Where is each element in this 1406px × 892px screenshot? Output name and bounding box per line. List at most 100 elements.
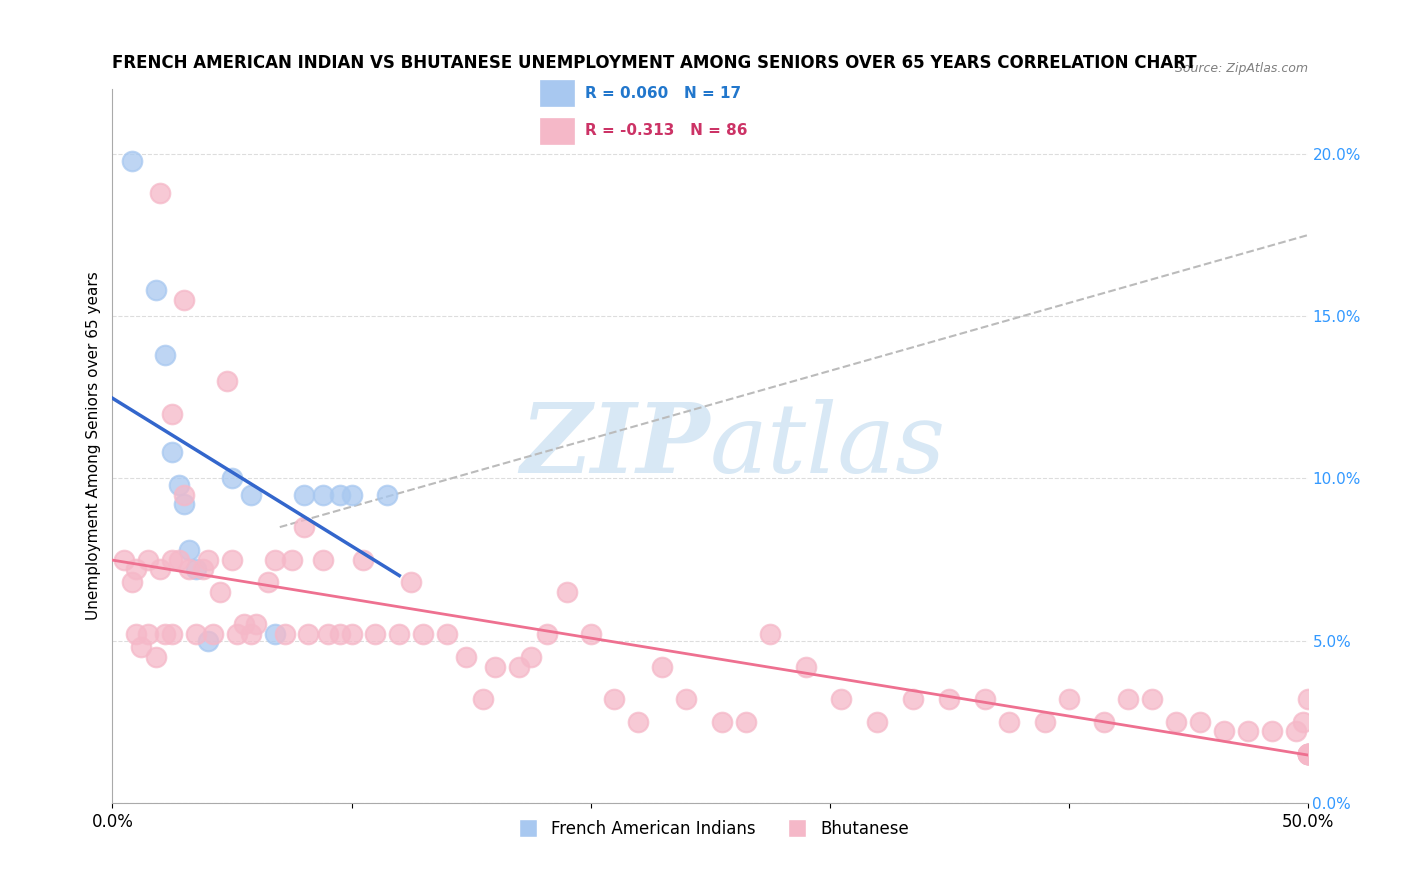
Point: [412, 627, 434, 641]
Point: [312, 552, 335, 566]
Point: [162, 552, 183, 566]
Point: [121, 153, 143, 168]
Point: [364, 627, 387, 641]
Point: [520, 649, 543, 664]
Point: [1285, 724, 1308, 739]
Point: [1296, 747, 1319, 761]
Point: [257, 575, 280, 590]
Point: [149, 186, 172, 200]
Point: [169, 552, 191, 566]
Point: [1296, 747, 1319, 761]
Point: [579, 627, 602, 641]
Point: [221, 471, 243, 485]
Point: [153, 627, 176, 641]
Point: [292, 488, 315, 502]
Point: [121, 575, 143, 590]
FancyBboxPatch shape: [540, 80, 574, 106]
Point: [177, 562, 200, 576]
Point: [129, 640, 152, 654]
Point: [125, 627, 148, 641]
Point: [138, 552, 160, 566]
Point: [114, 552, 135, 566]
Point: [169, 478, 191, 492]
Text: ZIP: ZIP: [520, 399, 710, 493]
Point: [456, 649, 478, 664]
Point: [340, 488, 363, 502]
Point: [1142, 692, 1164, 706]
Point: [1094, 714, 1116, 729]
Text: R = 0.060   N = 17: R = 0.060 N = 17: [585, 86, 741, 101]
Point: [233, 617, 256, 632]
Point: [1118, 692, 1140, 706]
Point: [245, 617, 267, 632]
FancyBboxPatch shape: [540, 118, 574, 144]
Point: [866, 714, 889, 729]
Text: Source: ZipAtlas.com: Source: ZipAtlas.com: [1174, 62, 1308, 75]
Point: [401, 575, 423, 590]
Point: [1213, 724, 1236, 739]
Legend: French American Indians, Bhutanese: French American Indians, Bhutanese: [505, 814, 915, 845]
Point: [281, 552, 304, 566]
Point: [1237, 724, 1260, 739]
Point: [651, 659, 673, 673]
Point: [1296, 747, 1319, 761]
Point: [1189, 714, 1212, 729]
Point: [938, 692, 960, 706]
Point: [186, 627, 208, 641]
Point: [145, 649, 167, 664]
Point: [173, 488, 195, 502]
Point: [998, 714, 1021, 729]
Point: [1033, 714, 1056, 729]
Point: [162, 407, 183, 421]
Point: [153, 348, 176, 362]
Point: [340, 627, 363, 641]
Point: [759, 627, 782, 641]
Point: [316, 627, 339, 641]
Text: FRENCH AMERICAN INDIAN VS BHUTANESE UNEMPLOYMENT AMONG SENIORS OVER 65 YEARS COR: FRENCH AMERICAN INDIAN VS BHUTANESE UNEM…: [112, 54, 1197, 72]
Point: [162, 445, 183, 459]
Point: [794, 659, 817, 673]
Point: [377, 488, 399, 502]
Point: [1296, 692, 1319, 706]
Point: [264, 627, 287, 641]
Point: [329, 627, 352, 641]
Point: [903, 692, 925, 706]
Point: [264, 552, 287, 566]
Point: [292, 520, 315, 534]
Point: [352, 552, 374, 566]
Y-axis label: Unemployment Among Seniors over 65 years: Unemployment Among Seniors over 65 years: [86, 272, 101, 620]
Point: [240, 488, 263, 502]
Point: [484, 659, 506, 673]
Point: [1057, 692, 1080, 706]
Point: [627, 714, 650, 729]
Point: [197, 633, 219, 648]
Point: [711, 714, 734, 729]
Point: [1261, 724, 1284, 739]
Point: [177, 542, 200, 557]
Point: [536, 627, 558, 641]
Point: [217, 374, 239, 388]
Point: [240, 627, 263, 641]
Point: [138, 627, 160, 641]
Point: [209, 585, 232, 599]
Point: [201, 627, 224, 641]
Point: [173, 293, 195, 307]
Point: [508, 659, 530, 673]
Point: [149, 562, 172, 576]
Point: [329, 488, 352, 502]
Point: [162, 627, 183, 641]
Point: [221, 552, 243, 566]
Point: [297, 627, 319, 641]
Point: [1296, 747, 1319, 761]
Point: [1292, 714, 1315, 729]
Point: [472, 692, 495, 706]
Point: [125, 562, 148, 576]
Point: [388, 627, 411, 641]
Point: [603, 692, 626, 706]
Point: [145, 283, 167, 297]
Point: [974, 692, 997, 706]
Point: [555, 585, 578, 599]
Point: [831, 692, 853, 706]
Point: [173, 497, 195, 511]
Text: atlas: atlas: [710, 399, 946, 493]
